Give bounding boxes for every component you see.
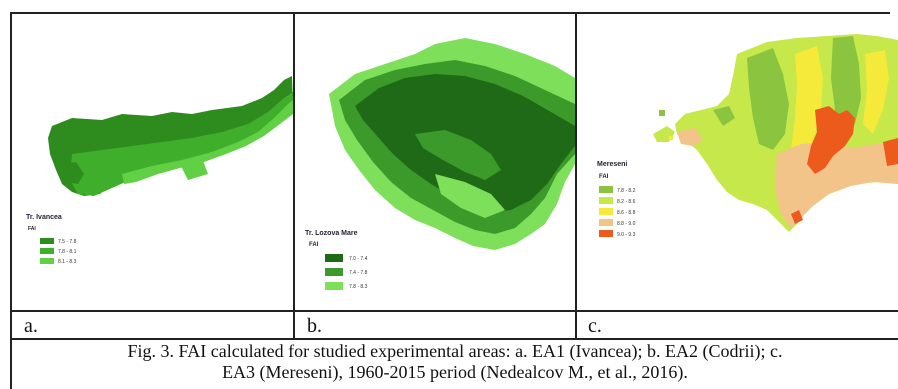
legend-a-swatch-3	[40, 258, 54, 264]
legend-a-swatch-2	[40, 248, 54, 254]
map-c-class-5b	[883, 138, 898, 166]
map-c-class-1c	[713, 106, 735, 126]
legend-c-swatch-2	[599, 197, 613, 204]
legend-b-label-3: 7.8 - 8.3	[349, 284, 368, 290]
legend-c-swatch-3	[599, 208, 613, 215]
caption-line-1: Fig. 3. FAI calculated for studied exper…	[127, 341, 783, 361]
map-c-legend: Mereseni FAI 7.8 - 8.2 8.2 - 8.6 8.6 - 8…	[597, 161, 636, 238]
map-c-dot-2	[669, 136, 673, 140]
legend-c-label-1: 7.8 - 8.2	[617, 188, 636, 194]
legend-b-label-1: 7.0 - 7.4	[349, 256, 368, 262]
legend-a-label-1: 7.5 - 7.8	[58, 239, 77, 245]
map-c-class-3a	[791, 46, 823, 162]
figure-frame	[10, 12, 890, 389]
map-b-svg: Tr. Lozova Mare FAI 7.0 - 7.4 7.4 - 7.8 …	[305, 38, 575, 290]
legend-b-label-2: 7.4 - 7.8	[349, 270, 368, 276]
legend-a-subtitle: FAI	[28, 226, 36, 232]
map-c-class-4	[775, 142, 898, 228]
panel-label-a: a.	[24, 315, 38, 337]
legend-a-label-2: 7.8 - 8.1	[58, 249, 77, 255]
divider-ab	[293, 14, 295, 338]
legend-b-swatch-3	[325, 282, 343, 290]
map-a-territory	[48, 76, 293, 196]
legend-c-label-4: 8.8 - 9.0	[617, 221, 636, 227]
map-b-legend: Tr. Lozova Mare FAI 7.0 - 7.4 7.4 - 7.8 …	[305, 230, 368, 290]
map-panel-c: Mereseni FAI 7.8 - 8.2 8.2 - 8.6 8.6 - 8…	[577, 14, 898, 310]
panel-label-c: c.	[588, 315, 602, 337]
legend-c-swatch-1	[599, 186, 613, 193]
divider-map-labels	[12, 310, 898, 312]
map-a-class-3b	[180, 158, 208, 180]
figure-caption: Fig. 3. FAI calculated for studied exper…	[12, 341, 898, 383]
map-c-class-1b	[831, 36, 861, 132]
map-panel-b: Tr. Lozova Mare FAI 7.0 - 7.4 7.4 - 7.8 …	[295, 14, 575, 310]
legend-a-swatch-1	[40, 238, 54, 244]
map-panel-a: Tr. Ivancea FAI 7.5 - 7.8 7.8 - 8.1 8.1 …	[12, 14, 293, 310]
map-a-class-1b	[62, 162, 84, 184]
map-c-class-1a	[747, 48, 789, 150]
divider-bc	[575, 14, 577, 338]
legend-c-label-2: 8.2 - 8.6	[617, 199, 636, 205]
map-c-class-3c	[677, 128, 703, 146]
panel-label-b: b.	[307, 315, 322, 337]
caption-line-2: EA3 (Mereseni), 1960-2015 period (Nedeal…	[222, 362, 688, 382]
legend-b-title: Tr. Lozova Mare	[305, 230, 358, 237]
legend-a-label-3: 8.1 - 8.3	[58, 259, 77, 265]
legend-c-label-3: 8.6 - 8.8	[617, 210, 636, 216]
map-b-class-2b	[415, 130, 501, 180]
map-a-svg: Tr. Ivancea FAI 7.5 - 7.8 7.8 - 8.1 8.1 …	[26, 76, 293, 265]
map-a-legend: Tr. Ivancea FAI 7.5 - 7.8 7.8 - 8.1 8.1 …	[26, 214, 77, 265]
map-b-class-3b	[435, 174, 505, 218]
legend-b-subtitle: FAI	[309, 242, 319, 248]
map-c-dot-1	[659, 110, 665, 116]
map-c-class-5c	[791, 210, 803, 224]
map-a-class-3	[122, 100, 293, 184]
legend-c-label-5: 9.0 - 9.3	[617, 232, 636, 238]
map-a-class-2	[70, 92, 293, 196]
divider-labels-caption	[12, 338, 898, 340]
legend-c-title: Mereseni	[597, 161, 627, 168]
legend-c-subtitle: FAI	[599, 174, 609, 180]
legend-c-swatch-5	[599, 230, 613, 237]
map-b-territory	[329, 38, 575, 250]
map-c-territory	[653, 34, 898, 232]
map-c-svg: Mereseni FAI 7.8 - 8.2 8.2 - 8.6 8.6 - 8…	[597, 34, 898, 238]
legend-c-swatch-4	[599, 219, 613, 226]
legend-a-title: Tr. Ivancea	[26, 214, 62, 221]
map-c-class-5a	[807, 106, 855, 174]
map-c-class-3b	[863, 50, 889, 134]
legend-b-swatch-2	[325, 268, 343, 276]
legend-b-swatch-1	[325, 254, 343, 262]
